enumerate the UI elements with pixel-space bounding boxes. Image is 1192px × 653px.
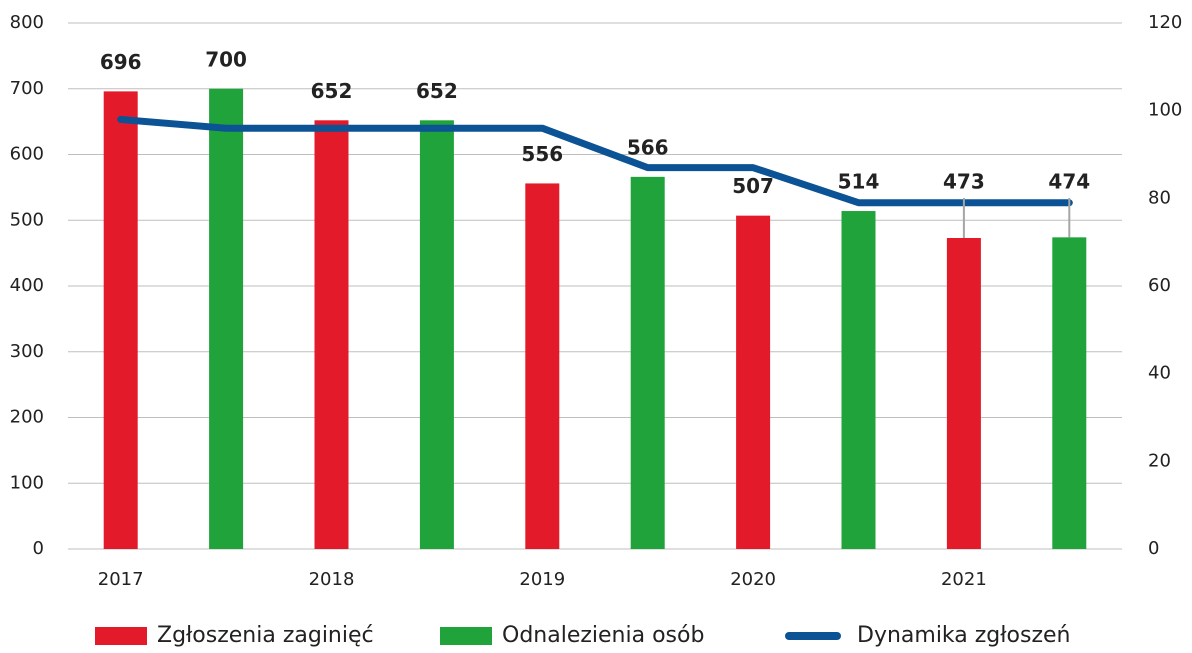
bar — [103, 91, 138, 549]
data-label: 507 — [732, 174, 774, 198]
bar — [841, 211, 876, 550]
y-tick-label: 600 — [10, 144, 44, 165]
x-tick-label: 2019 — [519, 569, 565, 590]
y2-tick-label: 80 — [1148, 187, 1171, 208]
bar — [736, 215, 771, 549]
data-label: 473 — [943, 170, 985, 194]
y-tick-label: 0 — [33, 538, 44, 559]
y2-tick-label: 20 — [1148, 450, 1171, 471]
bar — [525, 183, 560, 549]
data-label: 652 — [311, 79, 353, 103]
bar — [1052, 237, 1087, 549]
data-label: 700 — [205, 47, 247, 71]
data-label: 652 — [416, 79, 458, 103]
y-tick-label: 800 — [10, 12, 44, 33]
data-label: 696 — [100, 50, 142, 74]
data-label: 556 — [521, 142, 563, 166]
legend-label: Zgłoszenia zaginięć — [157, 623, 374, 648]
y2-tick-label: 0 — [1148, 538, 1159, 559]
y-tick-label: 400 — [10, 275, 44, 296]
legend-swatch — [95, 627, 147, 645]
data-label: 514 — [838, 170, 880, 194]
bar — [419, 120, 454, 549]
legend-label: Odnalezienia osób — [502, 623, 704, 648]
y-tick-label: 100 — [10, 472, 44, 493]
y-tick-label: 200 — [10, 407, 44, 428]
x-tick-label: 2017 — [98, 569, 144, 590]
y-tick-label: 700 — [10, 78, 44, 99]
bar — [314, 120, 349, 549]
y2-tick-label: 120 — [1148, 12, 1182, 33]
y-tick-label: 300 — [10, 341, 44, 362]
y2-tick-label: 40 — [1148, 363, 1171, 384]
line — [117, 115, 1073, 207]
bar — [946, 238, 981, 549]
y2-tick-label: 100 — [1148, 100, 1182, 121]
data-label: 566 — [627, 135, 669, 159]
x-tick-label: 2020 — [730, 569, 776, 590]
data-label: 474 — [1048, 170, 1090, 194]
x-tick-label: 2018 — [309, 569, 355, 590]
x-tick-label: 2021 — [941, 569, 987, 590]
legend-swatch — [440, 627, 492, 645]
y-tick-label: 500 — [10, 209, 44, 230]
legend-label: Dynamika zgłoszeń — [857, 623, 1070, 648]
bar — [209, 88, 244, 549]
y2-tick-label: 60 — [1148, 275, 1171, 296]
bar — [630, 176, 665, 550]
